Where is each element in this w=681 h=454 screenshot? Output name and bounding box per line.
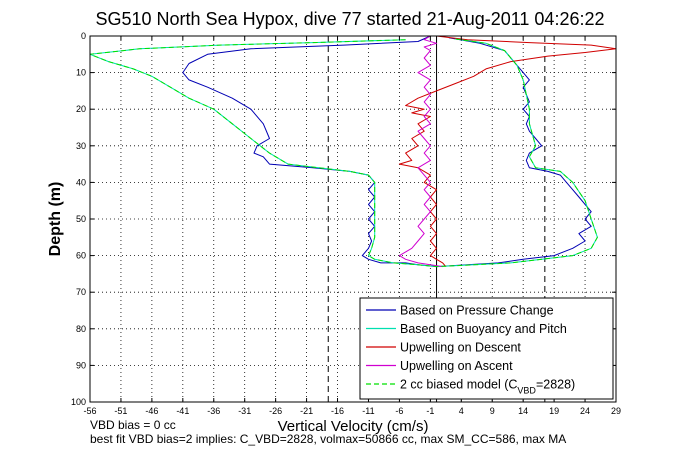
x-tick-label: 29 [611, 406, 621, 416]
x-tick-label: -51 [114, 406, 127, 416]
footer-fit-line: best fit VBD bias=2 implies: C_VBD=2828,… [90, 432, 567, 446]
x-tick-label: -46 [145, 406, 158, 416]
y-tick-label: 20 [76, 104, 86, 114]
y-tick-label: 50 [76, 214, 86, 224]
series-line-0 [182, 35, 592, 268]
x-ticks: -56 -51 -46 -41 -36 -31 -26 -21 -16 -11 -6 -1 4 9 14 19… [83, 36, 621, 416]
x-tick-label: -1 [426, 406, 434, 416]
x-tick-label: -56 [83, 406, 96, 416]
x-tick-label: -26 [269, 406, 282, 416]
x-tick-label: 19 [549, 406, 559, 416]
series-line-3 [398, 35, 443, 268]
y-tick-label: 10 [76, 68, 86, 78]
series-line-1 [89, 38, 598, 268]
y-tick-label: 30 [76, 141, 86, 151]
footer-bias-line: VBD bias = 0 cc [90, 418, 176, 432]
x-tick-label: -31 [238, 406, 251, 416]
chart-title: SG510 North Sea Hypox, dive 77 started 2… [96, 9, 605, 29]
x-tick-label: -11 [362, 406, 374, 416]
x-tick-label: 24 [580, 406, 590, 416]
y-ticks: 0 10 20 30 40 50 60 70 80 90 100 [71, 31, 616, 407]
x-tick-label: -16 [331, 406, 344, 416]
x-tick-label: 9 [490, 406, 495, 416]
x-tick-label: -41 [176, 406, 189, 416]
legend-label: Upwelling on Descent [400, 341, 521, 355]
x-tick-label: 14 [518, 406, 528, 416]
y-tick-label: 100 [71, 397, 86, 407]
x-tick-label: -36 [207, 406, 220, 416]
y-tick-label: 60 [76, 251, 86, 261]
x-tick-label: -6 [395, 406, 403, 416]
legend-box [359, 297, 614, 400]
y-tick-label: 0 [81, 31, 86, 41]
x-tick-label: -21 [300, 406, 313, 416]
x-tick-label: 4 [459, 406, 464, 416]
y-tick-label: 80 [76, 324, 86, 334]
series-layer [89, 35, 617, 268]
legend-label: Based on Buoyancy and Pitch [400, 322, 567, 336]
legend: Based on Pressure Change Based on Buoyanc… [359, 297, 614, 400]
y-tick-label: 90 [76, 360, 86, 370]
x-axis-label: Vertical Velocity (cm/s) [278, 418, 429, 435]
y-tick-label: 70 [76, 287, 86, 297]
legend-label: Based on Pressure Change [400, 304, 554, 318]
y-axis-label: Depth (m) [47, 182, 64, 257]
series-line-2 [398, 35, 617, 267]
legend-label: 2 cc biased model (CVBD=2828) [400, 378, 575, 396]
y-tick-label: 40 [76, 177, 86, 187]
legend-label: Upwelling on Ascent [400, 359, 513, 373]
series-line-4 [89, 38, 598, 268]
